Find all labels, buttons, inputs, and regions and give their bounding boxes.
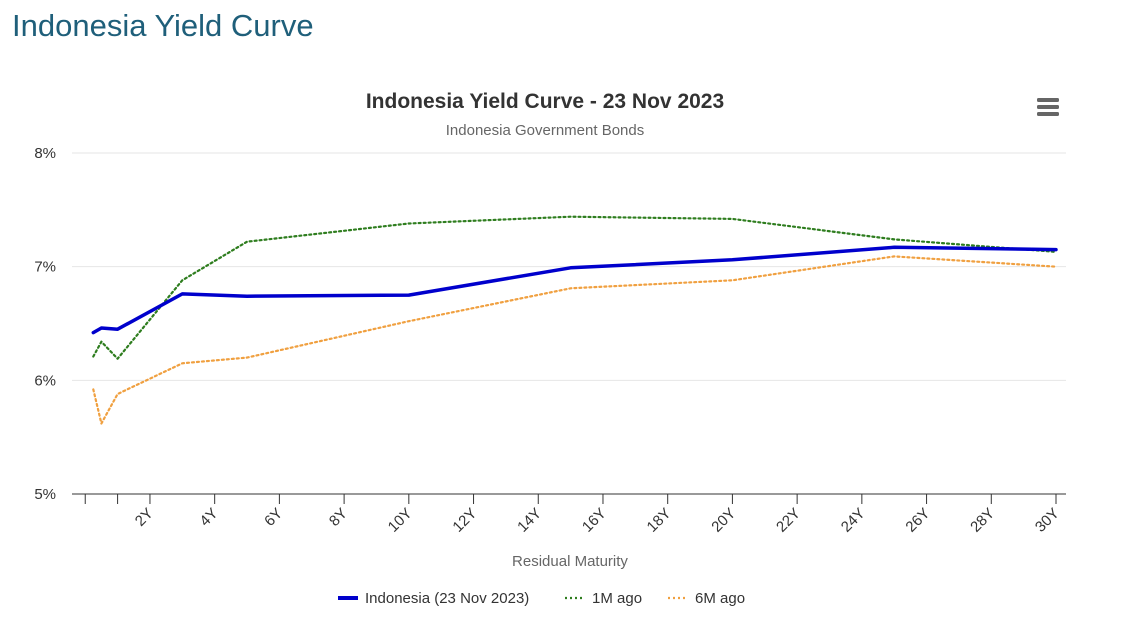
series-line-6m-ago: [92, 255, 1058, 425]
x-tick-label: 14Y: [514, 505, 545, 536]
x-tick-label: 16Y: [579, 505, 610, 536]
x-tick-label: 26Y: [902, 505, 933, 536]
x-tick-label: 8Y: [326, 505, 351, 530]
series-line-1m-ago: [92, 215, 1058, 360]
x-tick-label: 22Y: [773, 505, 804, 536]
page-title: Indonesia Yield Curve: [12, 8, 314, 43]
legend-label: Indonesia (23 Nov 2023): [365, 590, 529, 607]
y-tick-label: 8%: [34, 145, 56, 162]
x-axis: [72, 493, 1066, 504]
x-tick-label: 4Y: [196, 505, 221, 530]
chart-subtitle: Indonesia Government Bonds: [446, 122, 644, 139]
chart-menu-button[interactable]: [1037, 98, 1059, 116]
series-lines: [91, 215, 1058, 425]
x-axis-labels: 2Y 4Y 6Y 8Y 10Y 12Y 14Y 16Y 18Y 20Y 22Y 24Y 26Y 28Y 30…: [132, 505, 1063, 536]
legend-item[interactable]: Indonesia (23 Nov 2023): [338, 590, 529, 607]
x-axis-title: Residual Maturity: [512, 553, 628, 570]
x-tick-label: 2Y: [132, 505, 157, 530]
legend-label: 1M ago: [592, 590, 642, 607]
legend-item[interactable]: 6M ago: [668, 590, 745, 607]
legend-label: 6M ago: [695, 590, 745, 607]
y-tick-label: 7%: [34, 259, 56, 276]
legend-item[interactable]: 1M ago: [565, 590, 642, 607]
y-tick-label: 6%: [34, 372, 56, 389]
x-tick-label: 24Y: [838, 505, 869, 536]
x-tick-label: 30Y: [1032, 505, 1063, 536]
x-tick-label: 12Y: [449, 505, 480, 536]
y-axis-labels: 5% 6% 7% 8%: [34, 145, 56, 503]
y-tick-label: 5%: [34, 486, 56, 503]
hamburger-menu-icon: [1037, 98, 1059, 116]
series-line-current: [91, 245, 1058, 335]
x-tick-label: 6Y: [261, 505, 286, 530]
legend: Indonesia (23 Nov 2023) 1M ago 6M ago: [338, 590, 745, 607]
x-tick-label: 28Y: [967, 505, 998, 536]
x-tick-label: 20Y: [708, 505, 739, 536]
chart-title: Indonesia Yield Curve - 23 Nov 2023: [366, 90, 724, 113]
x-tick-label: 10Y: [385, 505, 416, 536]
x-tick-label: 18Y: [644, 505, 675, 536]
